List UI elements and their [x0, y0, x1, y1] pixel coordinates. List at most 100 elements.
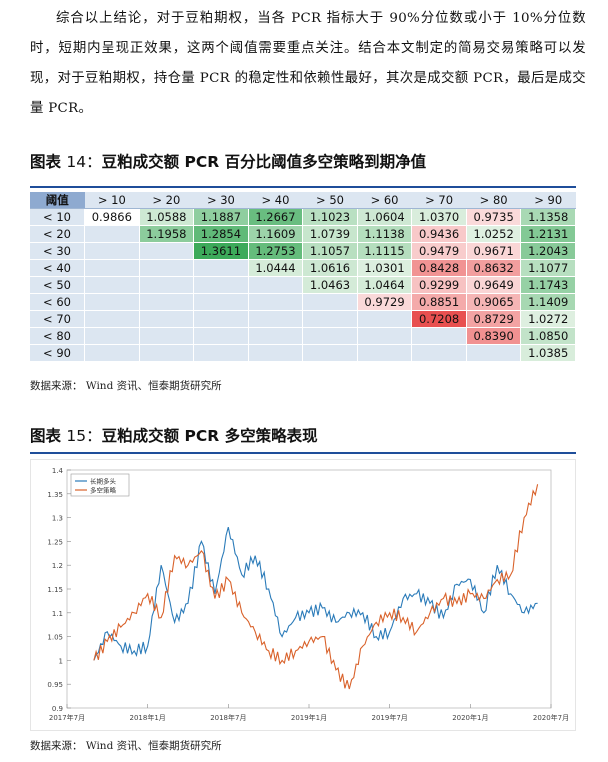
table-cell: 0.8632	[466, 259, 522, 277]
table-cell: 1.1358	[520, 208, 576, 226]
table-cell: 1.1023	[302, 208, 358, 226]
table-cell	[193, 310, 249, 328]
row-header: < 40	[30, 259, 86, 277]
figure14-title-text: 豆粕成交额 PCR 百分比阈值多空策略到期净值	[101, 153, 427, 171]
figure15-title-text: 豆粕成交额 PCR 多空策略表现	[101, 427, 318, 445]
table-cell	[84, 293, 140, 311]
table-cell: 1.0850	[520, 327, 576, 345]
table-cell: 1.2131	[520, 225, 576, 243]
table-row: < 10 0.9866 1.0588 1.1887 1.2667 1.1023 1.0604…	[30, 208, 576, 226]
y-tick-label: 1.15	[47, 586, 63, 594]
table-cell	[139, 242, 195, 260]
figure15-title: 图表 15：豆粕成交额 PCR 多空策略表现	[30, 424, 318, 446]
y-tick-label: 1.2	[52, 562, 63, 570]
figure15-prefix: 图表	[30, 427, 62, 445]
table-cell: 1.2753	[248, 242, 304, 260]
series-line	[93, 526, 538, 661]
column-header: > 10	[84, 192, 140, 209]
column-header: > 70	[411, 192, 467, 209]
x-tick-label: 2018年1月	[130, 713, 166, 722]
figure15-source: 数据来源： Wind 资讯、恒泰期货研究所	[30, 740, 222, 752]
table-cell: 0.9671	[466, 242, 522, 260]
y-tick-label: 1.05	[47, 634, 63, 642]
table-row: < 60 0.9729 0.8851 0.9065 1.1409	[30, 293, 576, 311]
table-cell: 1.0616	[302, 259, 358, 277]
table-cell: 1.2667	[248, 208, 304, 226]
column-header: > 40	[248, 192, 303, 209]
table-cell	[302, 327, 358, 345]
table-cell: 1.0463	[302, 276, 358, 294]
y-tick-label: 1.4	[52, 467, 64, 475]
table-cell	[84, 344, 140, 362]
legend-label: 长期多头	[90, 477, 117, 486]
table-cell: 0.9735	[466, 208, 522, 226]
table-cell: 0.9729	[357, 293, 413, 311]
table-cell	[466, 344, 522, 362]
table-cell	[84, 310, 140, 328]
y-tick-label: 0.9	[52, 705, 63, 713]
table-cell	[139, 259, 195, 277]
table-cell: 0.8851	[411, 293, 467, 311]
table-row: < 30 1.3611 1.2753 1.1057 1.1115 0.9479 0.9671…	[30, 242, 576, 260]
plot-frame	[66, 469, 552, 709]
table-cell: 1.0464	[357, 276, 413, 294]
column-header: > 60	[357, 192, 412, 209]
table-cell: 1.1409	[520, 293, 576, 311]
table-cell	[139, 327, 195, 345]
table-cell: 0.7208	[411, 310, 467, 328]
table-cell	[193, 276, 249, 294]
table-cell: 0.8428	[411, 259, 467, 277]
table-cell	[248, 293, 304, 311]
x-tick-label: 2020年1月	[452, 713, 488, 722]
threshold-table: 阈值 > 10 > 20 > 30 > 40 > 50 > 60 > 70 > …	[30, 192, 576, 362]
table-cell	[248, 344, 304, 362]
table-cell: 1.1115	[357, 242, 413, 260]
x-tick-label: 2018年7月	[210, 713, 246, 722]
strategy-chart-svg: 0.9 0.95 1 1.05 1.1 1.15 1.2 1.25 1.3 1.35 1.4 2017…	[47, 467, 569, 722]
table-cell	[84, 242, 140, 260]
table-cell	[302, 293, 358, 311]
table-cell: 1.0444	[248, 259, 304, 277]
table-cell: 1.1138	[357, 225, 413, 243]
row-header: < 10	[30, 208, 86, 226]
table-cell: 1.1958	[139, 225, 195, 243]
figure14-source: 数据来源： Wind 资讯、恒泰期货研究所	[30, 380, 222, 392]
table-cell: 0.9065	[466, 293, 522, 311]
figure15-number: 15：	[66, 427, 102, 445]
table-cell	[411, 344, 467, 362]
column-header: > 30	[193, 192, 249, 209]
y-tick-label: 0.95	[47, 681, 63, 689]
table-cell: 1.0385	[520, 344, 576, 362]
y-tick-label: 1	[59, 657, 63, 665]
table-cell	[84, 327, 140, 345]
table-cell: 0.9649	[466, 276, 522, 294]
figure15-rule	[30, 452, 576, 454]
y-tick-label: 1.35	[47, 491, 63, 499]
table-cell: 1.1743	[520, 276, 576, 294]
row-header: < 80	[30, 327, 86, 345]
table-cell	[357, 344, 413, 362]
figure14-prefix: 图表	[30, 153, 62, 171]
table-row: < 80 0.8390 1.0850	[30, 327, 576, 345]
table-cell: 1.2854	[193, 225, 249, 243]
row-header: < 60	[30, 293, 86, 311]
row-header: < 20	[30, 225, 86, 243]
table-cell	[411, 327, 467, 345]
table-row: < 20 1.1958 1.2854 1.1609 1.0739 1.1138 0.9436…	[30, 225, 576, 243]
column-header: > 80	[466, 192, 521, 209]
table-row: < 70 0.7208 0.8729 1.0272	[30, 310, 576, 328]
table-cell: 1.0301	[357, 259, 413, 277]
table-cell: 0.9479	[411, 242, 467, 260]
table-cell	[193, 259, 249, 277]
table-cell	[248, 327, 304, 345]
table-cell: 1.0252	[466, 225, 522, 243]
table-cell: 1.0272	[520, 310, 576, 328]
table-cell: 1.0370	[411, 208, 467, 226]
table-cell: 1.0604	[357, 208, 413, 226]
y-tick-label: 1.25	[47, 538, 63, 546]
table-cell	[84, 259, 140, 277]
column-header: > 90	[520, 192, 576, 209]
table-cell	[139, 276, 195, 294]
row-header: < 50	[30, 276, 86, 294]
row-header: < 70	[30, 310, 86, 328]
